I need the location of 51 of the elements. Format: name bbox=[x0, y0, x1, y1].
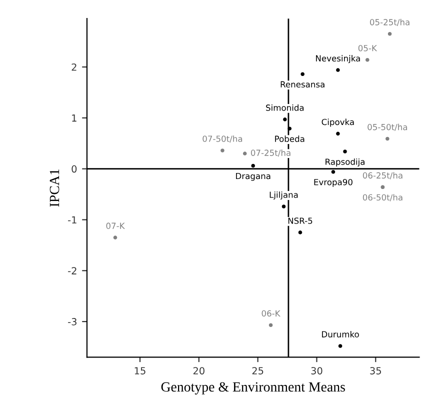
y-tick-label: -1 bbox=[68, 216, 76, 224]
point bbox=[388, 32, 392, 36]
annotation: 07-K bbox=[106, 222, 125, 229]
x-tick-label: 25 bbox=[252, 367, 264, 374]
annotation: NSR-5 bbox=[288, 218, 312, 224]
annotation: Cipovka bbox=[322, 118, 354, 127]
point bbox=[283, 118, 287, 122]
y-tick-label: -2 bbox=[68, 267, 76, 274]
y-tick-label: -3 bbox=[68, 318, 76, 326]
annotation: 06-50t/ha bbox=[362, 194, 402, 202]
point bbox=[251, 164, 256, 168]
y-axis-title: IPCA1 bbox=[50, 169, 60, 207]
point bbox=[336, 68, 340, 72]
point bbox=[386, 136, 390, 141]
annotation: 07-50t/ha bbox=[202, 135, 242, 143]
point bbox=[220, 148, 224, 152]
point bbox=[338, 344, 342, 348]
annotation: Dragana bbox=[236, 172, 270, 181]
y-tick-label: 2 bbox=[72, 63, 76, 71]
x-tick-label: 35 bbox=[370, 367, 381, 374]
point bbox=[298, 230, 302, 234]
y-tick-label: 0 bbox=[72, 165, 77, 173]
point bbox=[300, 72, 304, 76]
annotation: Ljiljana bbox=[270, 191, 298, 200]
annotation: 05-K bbox=[358, 44, 378, 52]
x-tick-label: 20 bbox=[193, 367, 204, 374]
annotation: 06-25t/ha bbox=[362, 172, 402, 180]
annotation: Rapsodija bbox=[326, 158, 364, 167]
point bbox=[288, 126, 292, 130]
annotation: 05-50t/ha bbox=[368, 124, 408, 131]
point bbox=[113, 236, 118, 240]
point bbox=[242, 152, 247, 156]
annotation: Evropa90 bbox=[314, 178, 352, 187]
x-tick-label: 30 bbox=[311, 367, 322, 374]
annotation: Durumko bbox=[322, 330, 359, 338]
x-tick-label: 15 bbox=[134, 367, 146, 374]
y-tick-label: 1 bbox=[72, 114, 76, 122]
annotation: 06-K bbox=[262, 310, 280, 317]
x-axis-title: Genotype & Environment Means bbox=[161, 382, 345, 394]
annotation: Nevesinjka bbox=[316, 55, 360, 64]
annotation: Simonida bbox=[266, 104, 304, 111]
point bbox=[282, 204, 286, 208]
annotation: 05-25t/ha bbox=[370, 18, 410, 26]
annotation: 07-25t/ha bbox=[250, 150, 290, 157]
annotation: Pobeda bbox=[275, 136, 304, 142]
point bbox=[343, 150, 347, 154]
point bbox=[336, 132, 340, 136]
annotation: Renesansa bbox=[280, 81, 324, 88]
point bbox=[331, 170, 336, 174]
point bbox=[366, 58, 370, 62]
point bbox=[268, 323, 273, 328]
